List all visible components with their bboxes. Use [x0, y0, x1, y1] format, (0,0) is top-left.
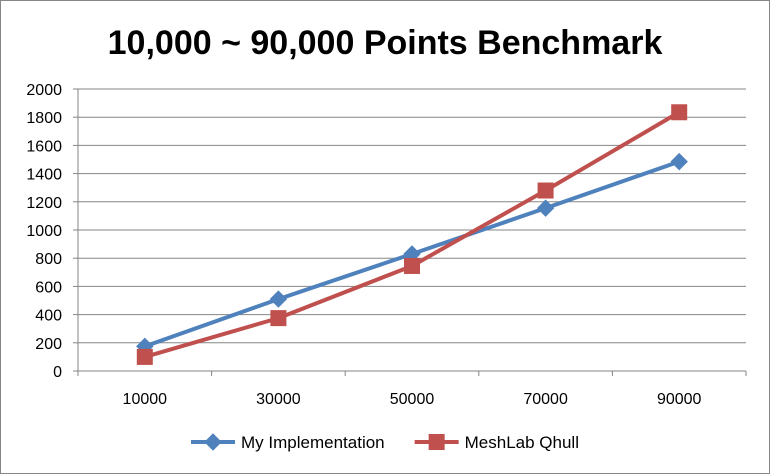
legend-item: MeshLab Qhull [414, 433, 579, 452]
y-tick-label: 600 [35, 279, 62, 296]
y-tick-label: 1600 [26, 138, 62, 155]
series-layer [136, 104, 688, 365]
data-point [671, 104, 688, 121]
legend-marker [428, 434, 445, 450]
y-tick-label: 1800 [26, 110, 62, 127]
data-point [536, 199, 555, 217]
y-tick-label: 800 [35, 251, 62, 268]
gridlines [78, 88, 746, 344]
y-tick-label: 1000 [26, 223, 62, 240]
y-tick-label: 400 [35, 308, 62, 325]
y-tick-label: 200 [35, 336, 62, 353]
y-tick-label: 1200 [26, 195, 62, 212]
data-point [537, 182, 554, 199]
data-point [136, 348, 153, 365]
x-tick-label: 70000 [523, 391, 568, 408]
series-2 [136, 104, 688, 365]
legend-label: My Implementation [241, 433, 385, 452]
data-point [670, 152, 688, 171]
legend-item: My Implementation [191, 433, 385, 452]
axes [73, 88, 747, 376]
legend: My Implementation MeshLab Qhull [191, 433, 579, 452]
x-tick-label: 90000 [657, 391, 702, 408]
data-point [269, 290, 288, 308]
series-line [144, 110, 681, 359]
x-axis-tick-labels: 10000 30000 50000 70000 90000 [123, 391, 702, 408]
data-point [404, 257, 420, 274]
x-tick-label: 10000 [123, 391, 168, 408]
legend-marker [204, 433, 222, 451]
chart-title: 10,000 ~ 90,000 Points Benchmark [108, 24, 663, 62]
series-1 [136, 152, 688, 356]
y-tick-label: 2000 [26, 82, 62, 99]
x-tick-label: 30000 [256, 391, 301, 408]
data-point [270, 310, 287, 327]
y-tick-label: 1400 [26, 167, 62, 184]
x-tick-label: 50000 [390, 391, 435, 408]
y-tick-label: 0 [53, 364, 62, 381]
legend-label: MeshLab Qhull [465, 433, 579, 452]
y-axis-tick-labels: 0 200 400 600 800 1000 1200 1400 1600 1800 2000 [26, 82, 62, 381]
